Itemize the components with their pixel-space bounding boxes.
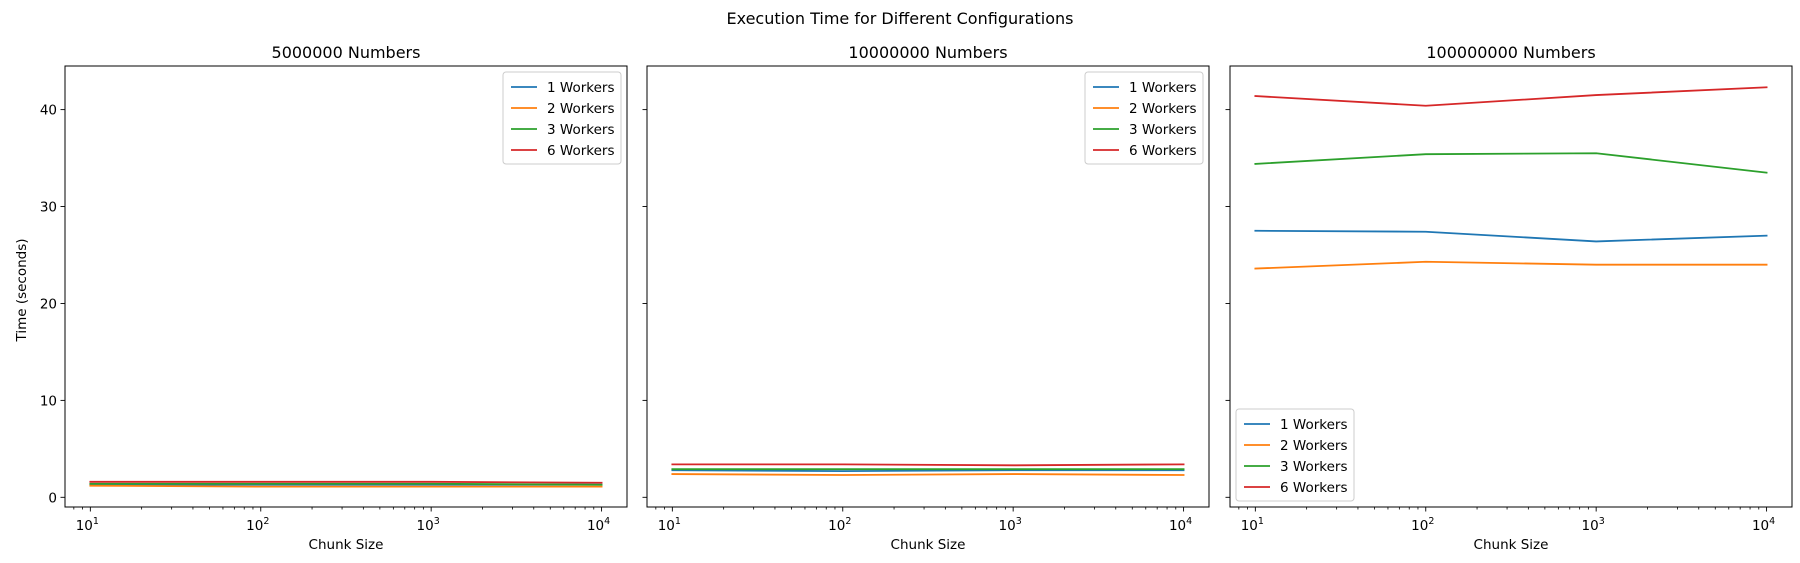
legend: 1 Workers 2 Workers 3 Workers 6 Workers bbox=[1235, 408, 1355, 502]
series-line bbox=[1254, 229, 1768, 243]
x-tick-label: 101 bbox=[658, 516, 681, 534]
x-axis-label: Chunk Size bbox=[309, 537, 384, 553]
x-tick-label: 103 bbox=[1582, 516, 1605, 534]
subplot-title: 10000000 Numbers bbox=[848, 43, 1007, 62]
legend-frame bbox=[502, 71, 622, 165]
legend: 1 Workers 2 Workers 3 Workers 6 Workers bbox=[1084, 71, 1204, 165]
subplot-2: 10000000 Numbers 101 102 103 104 Chunk Size 1 … bbox=[642, 43, 1210, 553]
x-tick-label: 103 bbox=[999, 516, 1022, 534]
legend: 1 Workers 2 Workers 3 Workers 6 Workers bbox=[502, 71, 622, 165]
y-tick-label: 20 bbox=[40, 296, 57, 312]
x-axis-label: Chunk Size bbox=[1474, 537, 1549, 553]
legend-label: 2 Workers bbox=[547, 101, 614, 117]
series-line bbox=[89, 480, 603, 484]
x-tick-label: 104 bbox=[587, 516, 610, 534]
legend-label: 2 Workers bbox=[1280, 438, 1347, 454]
series-line bbox=[671, 473, 1185, 476]
legend-label: 3 Workers bbox=[1280, 459, 1347, 475]
legend-label: 6 Workers bbox=[1129, 143, 1196, 159]
subplot-3: 100000000 Numbers 101 102 103 104 Chunk Size 1… bbox=[1225, 43, 1793, 553]
legend-frame bbox=[1084, 71, 1204, 165]
x-tick-label: 101 bbox=[1241, 516, 1264, 534]
series-line bbox=[1254, 86, 1768, 107]
legend-label: 3 Workers bbox=[1129, 122, 1196, 138]
y-tick-label: 0 bbox=[48, 490, 57, 506]
x-tick-label: 101 bbox=[76, 516, 99, 534]
x-tick-label: 102 bbox=[1411, 516, 1434, 534]
legend-label: 6 Workers bbox=[547, 143, 614, 159]
subplot-title: 5000000 Numbers bbox=[272, 43, 421, 62]
legend-label: 1 Workers bbox=[1129, 80, 1196, 96]
axes-frame bbox=[646, 65, 1210, 508]
subplot-title: 100000000 Numbers bbox=[1426, 43, 1595, 62]
legend-label: 6 Workers bbox=[1280, 480, 1347, 496]
x-tick-label: 103 bbox=[417, 516, 440, 534]
legend-label: 1 Workers bbox=[1280, 417, 1347, 433]
legend-label: 3 Workers bbox=[547, 122, 614, 138]
series-line bbox=[89, 484, 603, 488]
series-line bbox=[671, 463, 1185, 467]
x-tick-label: 102 bbox=[246, 516, 269, 534]
subplot-1: 5000000 Numbers 101 102 103 104 Chunk Size 0 10… bbox=[40, 43, 628, 553]
y-axis-label: Time (seconds) bbox=[14, 238, 30, 342]
y-tick-label: 10 bbox=[40, 393, 57, 409]
series-line bbox=[1254, 260, 1768, 270]
series-line bbox=[671, 469, 1185, 473]
subplots-container: 5000000 Numbers 101 102 103 104 Chunk Size 0 10… bbox=[40, 43, 1793, 553]
x-axis-label: Chunk Size bbox=[891, 537, 966, 553]
legend-label: 1 Workers bbox=[547, 80, 614, 96]
legend-label: 2 Workers bbox=[1129, 101, 1196, 117]
legend-frame bbox=[1235, 408, 1355, 502]
x-tick-label: 102 bbox=[828, 516, 851, 534]
series-line bbox=[89, 482, 603, 486]
series-line bbox=[1254, 152, 1768, 174]
axes-frame bbox=[64, 65, 628, 508]
x-tick-label: 104 bbox=[1752, 516, 1775, 534]
axes-frame bbox=[1229, 65, 1793, 508]
figure-title: Execution Time for Different Configurati… bbox=[727, 9, 1074, 28]
y-tick-label: 40 bbox=[40, 103, 57, 119]
x-tick-label: 104 bbox=[1169, 516, 1192, 534]
y-tick-label: 30 bbox=[40, 200, 57, 216]
